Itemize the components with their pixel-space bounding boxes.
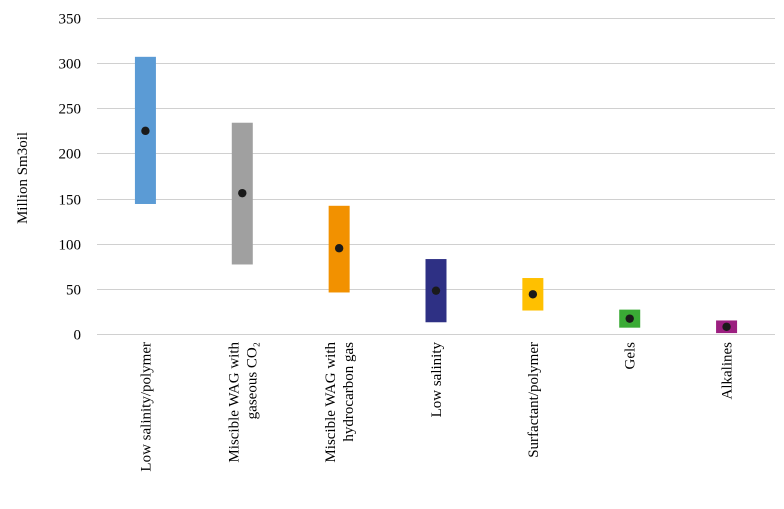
gridlines	[97, 18, 775, 335]
median-point	[141, 126, 150, 136]
category-label: Gels	[623, 342, 639, 370]
category-label-line: Surfactant/polymer	[526, 342, 542, 458]
y-tick-label: 300	[59, 57, 82, 73]
y-tick-label: 350	[59, 12, 82, 28]
category-label: Low salinity/polymer	[138, 342, 154, 472]
y-tick-label: 150	[59, 193, 82, 209]
category-label-line: Miscible WAG with	[226, 342, 242, 463]
category-label-line: Miscible WAG with	[323, 342, 339, 463]
category-label-line: Low salinity	[429, 342, 445, 418]
category-label-line: hydrocarbon gas	[341, 342, 357, 442]
y-axis-label: Million Sm3oil	[15, 132, 31, 224]
median-point	[722, 322, 731, 331]
y-axis-ticks: 0 50 100 150 200 250 300 350	[59, 12, 82, 344]
y-tick-label: 100	[59, 238, 82, 254]
y-tick-label: 50	[66, 283, 81, 299]
y-tick-label: 250	[59, 102, 82, 118]
category-label: Low salinity	[429, 342, 445, 418]
category-label-line: Alkalines	[720, 342, 736, 400]
median-points	[141, 126, 731, 331]
median-point	[625, 314, 634, 323]
category-label-line: gaseous CO₂	[244, 342, 260, 419]
median-point	[528, 290, 538, 299]
category-label: Surfactant/polymer	[526, 342, 542, 458]
category-label-line: Gels	[623, 342, 639, 370]
y-tick-label: 0	[74, 328, 82, 344]
median-point	[431, 286, 441, 295]
category-label: Miscible WAG with hydrocarbon gas	[323, 342, 357, 463]
category-label: Miscible WAG with gaseous CO₂	[226, 342, 260, 463]
x-axis-labels: Low salinity/polymer Miscible WAG with gas…	[138, 342, 735, 472]
median-point	[238, 188, 247, 198]
y-tick-label: 200	[59, 147, 82, 163]
category-label: Alkalines	[720, 342, 736, 400]
median-point	[334, 244, 344, 253]
category-label-line: Low salinity/polymer	[138, 342, 154, 472]
